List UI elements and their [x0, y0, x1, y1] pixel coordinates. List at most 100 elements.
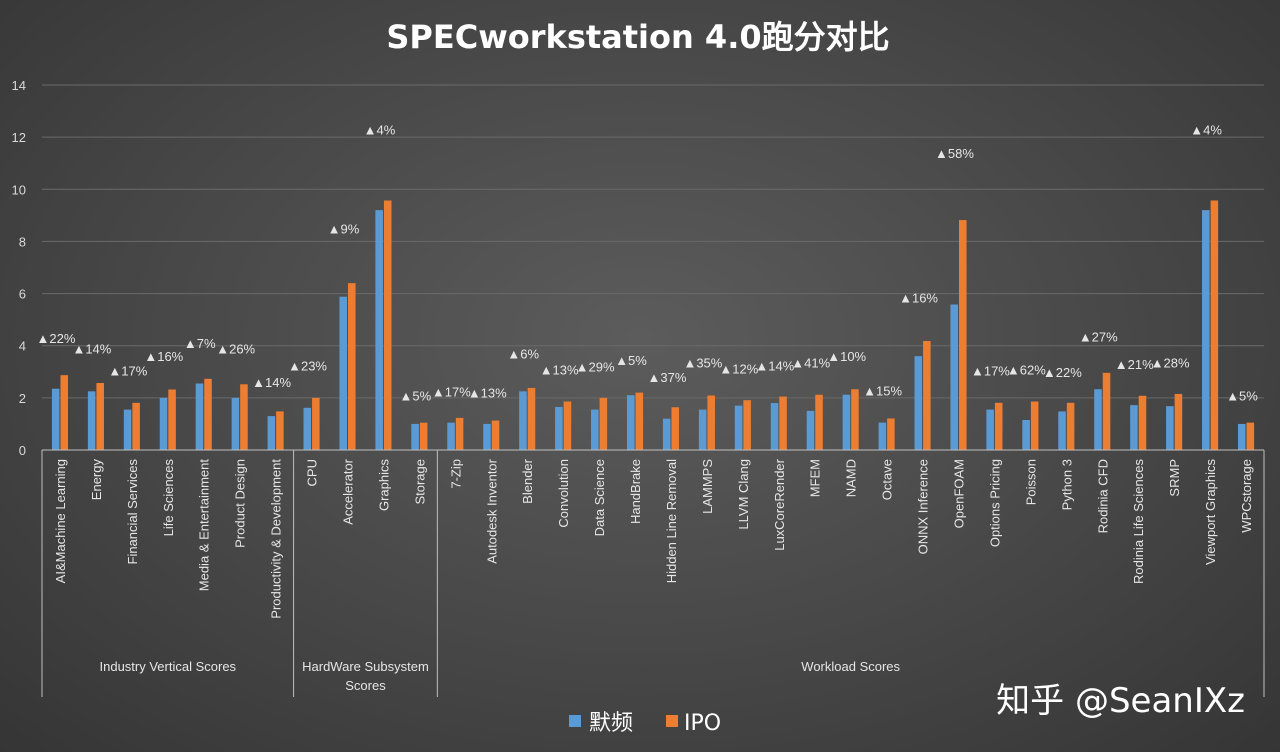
- x-tick-label: Accelerator: [341, 458, 356, 524]
- x-tick-label: Product Design: [233, 459, 248, 548]
- data-labels: ▲22%▲14%▲17%▲16%▲7% ▲26%▲14%▲23%▲9%▲4%▲5%…: [37, 122, 1259, 403]
- data-label: ▲13%: [468, 386, 507, 401]
- bar-series-1: [159, 397, 168, 450]
- x-tick-label: Storage: [412, 459, 427, 505]
- bar-series-2: [348, 283, 356, 450]
- bar-series-2: [60, 375, 69, 450]
- x-tick-label: Productivity & Development: [269, 459, 284, 619]
- data-label: ▲23%: [288, 358, 327, 373]
- bar-series-2: [96, 382, 104, 450]
- bar-series-1: [483, 423, 491, 450]
- bar-series-2: [887, 418, 895, 450]
- bar-series-1: [447, 422, 455, 450]
- bar-series-1: [806, 410, 815, 450]
- y-tick-label: 6: [19, 287, 26, 302]
- data-label: ▲29%: [576, 360, 615, 375]
- data-label: ▲16%: [899, 290, 938, 305]
- data-label: ▲35%: [683, 356, 722, 371]
- bar-series-2: [276, 411, 284, 450]
- data-label: ▲28%: [1151, 356, 1190, 371]
- x-tick-label: LuxCoreRender: [772, 458, 787, 550]
- data-label: ▲58%: [935, 146, 974, 161]
- x-tick-label: LAMMPS: [700, 459, 715, 514]
- bar-series-2: [1066, 402, 1075, 450]
- bar-series-1: [123, 409, 132, 450]
- bar-series-2: [419, 422, 428, 450]
- x-tick-label: Data Science: [592, 459, 607, 536]
- bar-series-2: [240, 384, 248, 450]
- x-tick-label: HandBrake: [628, 459, 643, 524]
- x-tick-label: 7-Zip: [448, 459, 463, 489]
- bar-series-1: [734, 405, 743, 450]
- data-label: ▲5%: [1226, 388, 1258, 403]
- legend-swatch-series-2: [666, 715, 678, 727]
- data-label: ▲5%: [400, 388, 432, 403]
- bar-series-1: [662, 418, 671, 450]
- group-label: HardWare Subsystem Scores: [302, 659, 429, 693]
- legend-label-series-1: 默频: [589, 711, 633, 736]
- bar-series-1: [1022, 420, 1030, 450]
- bar-series-2: [527, 387, 536, 450]
- bar-series-2: [923, 341, 931, 450]
- x-tick-label: WPCstorage: [1239, 459, 1254, 533]
- x-tick-label: Life Sciences: [161, 459, 176, 537]
- x-tick-label: Options Pricing: [987, 459, 1002, 547]
- bar-series-1: [267, 416, 276, 450]
- data-label: ▲17%: [971, 363, 1010, 378]
- bar-series-2: [707, 395, 715, 450]
- bar-series-2: [132, 402, 140, 450]
- bar-series-1: [339, 296, 347, 450]
- bar-series-2: [563, 401, 572, 450]
- bar-series-1: [411, 423, 419, 450]
- bar-series-2: [671, 407, 680, 450]
- data-label: ▲62%: [1007, 363, 1046, 378]
- y-tick-label: 0: [19, 443, 26, 458]
- x-tick-label: Energy: [89, 459, 104, 501]
- bar-series-1: [231, 397, 240, 450]
- bar-series-2: [959, 220, 967, 450]
- x-tick-label: CPU: [305, 459, 320, 486]
- x-tick-label: AI&Machine Learning: [53, 459, 68, 583]
- bar-series-2: [1246, 422, 1255, 450]
- bar-series-2: [851, 389, 859, 450]
- x-tick-label: Octave: [880, 459, 895, 500]
- x-tick-label: Poisson: [1023, 459, 1038, 505]
- legend: 默频 IPO: [569, 711, 721, 736]
- bar-series-1: [519, 391, 527, 450]
- bar-series-2: [635, 392, 644, 450]
- data-label: ▲6%: [507, 347, 539, 362]
- x-tick-label: Blender: [520, 458, 535, 503]
- bar-series-1: [878, 422, 887, 450]
- data-label: ▲17%: [432, 384, 471, 399]
- y-tick-label: 12: [12, 130, 26, 145]
- bar-series-1: [986, 409, 994, 450]
- bar-series-1: [195, 383, 204, 450]
- bar-series-1: [87, 391, 96, 450]
- data-label: ▲41%: [791, 356, 830, 371]
- y-tick-label: 2: [19, 391, 26, 406]
- data-label: ▲14%: [252, 375, 291, 390]
- x-tick-label: Convolution: [556, 459, 571, 528]
- x-tick-label: Python 3: [1059, 459, 1074, 510]
- bar-series-1: [1237, 423, 1246, 450]
- data-label: ▲15%: [863, 384, 902, 399]
- x-tick-label: Financial Services: [125, 459, 140, 565]
- bar-series-2: [1210, 200, 1219, 450]
- bar-series-1: [842, 394, 851, 450]
- y-tick-label: 14: [12, 78, 26, 93]
- group-label: Workload Scores: [801, 659, 900, 674]
- bar-series-1: [1166, 406, 1174, 450]
- data-label: ▲22%: [1043, 365, 1082, 380]
- x-tick-label: Media & Entertainment: [197, 459, 212, 592]
- data-label: ▲14%: [755, 358, 794, 373]
- data-label: ▲37%: [648, 370, 687, 385]
- bar-series-1: [375, 210, 383, 450]
- data-label: ▲26%: [216, 341, 255, 356]
- bar-series-1: [591, 409, 599, 450]
- x-tick-label: Hidden Line Removal: [664, 459, 679, 583]
- bar-series-2: [815, 394, 823, 450]
- x-tick-label: NAMD: [844, 459, 859, 497]
- data-label: ▲9%: [328, 221, 360, 236]
- data-label: ▲4%: [1190, 122, 1222, 137]
